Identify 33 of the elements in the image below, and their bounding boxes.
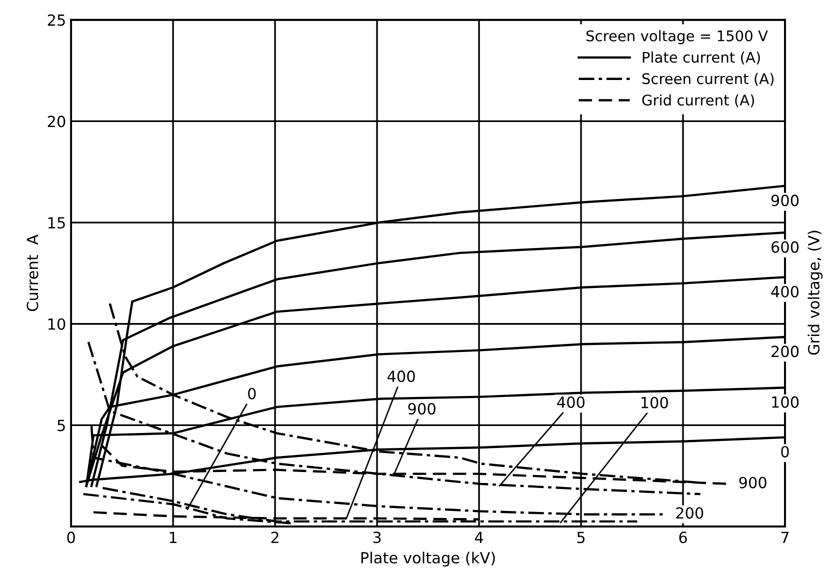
annotation: 200 (676, 507, 704, 519)
x-tick-label: 5 (577, 532, 585, 544)
x-tick-label: 1 (170, 532, 176, 543)
x-tick-label: 3 (373, 532, 381, 544)
y-tick-label: 15 (48, 217, 65, 229)
annotation: 200 (772, 346, 799, 358)
annotation: 600 (771, 241, 799, 253)
text: Grid voltage, (V) (808, 230, 822, 355)
y-axis-title: Current A (26, 234, 38, 312)
x-tick-label: 2 (271, 532, 278, 543)
x-axis-title: Plate voltage (kV) (361, 552, 495, 566)
annotation: 900 (739, 476, 766, 488)
annotation: 400 (387, 370, 415, 382)
legend-label: Grid current (A) (642, 94, 754, 108)
x-tick-label: 4 (474, 532, 484, 543)
legend-label: Plate current (A) (642, 52, 760, 65)
annotation: 0 (781, 446, 789, 458)
annotation: 100 (772, 396, 799, 408)
x-tick-label: 0 (67, 532, 75, 544)
legend-label: Screen current (A) (642, 72, 774, 86)
legend-title: Screen voltage = 1500 V (586, 30, 768, 44)
y-tick-label: 20 (48, 116, 66, 128)
y-tick-label: 5 (58, 420, 65, 432)
y-tick-label: 25 (48, 14, 65, 26)
annotation: 400 (557, 396, 585, 408)
annotation: 900 (408, 402, 436, 415)
annotation: 900 (771, 194, 799, 206)
annotation: 100 (641, 396, 668, 408)
annotation: 400 (771, 286, 799, 298)
x-tick-label: 7 (781, 532, 789, 543)
x-tick-label: 6 (679, 532, 687, 544)
y-tick-label: 10 (48, 318, 66, 330)
annotation: 0 (248, 388, 256, 400)
